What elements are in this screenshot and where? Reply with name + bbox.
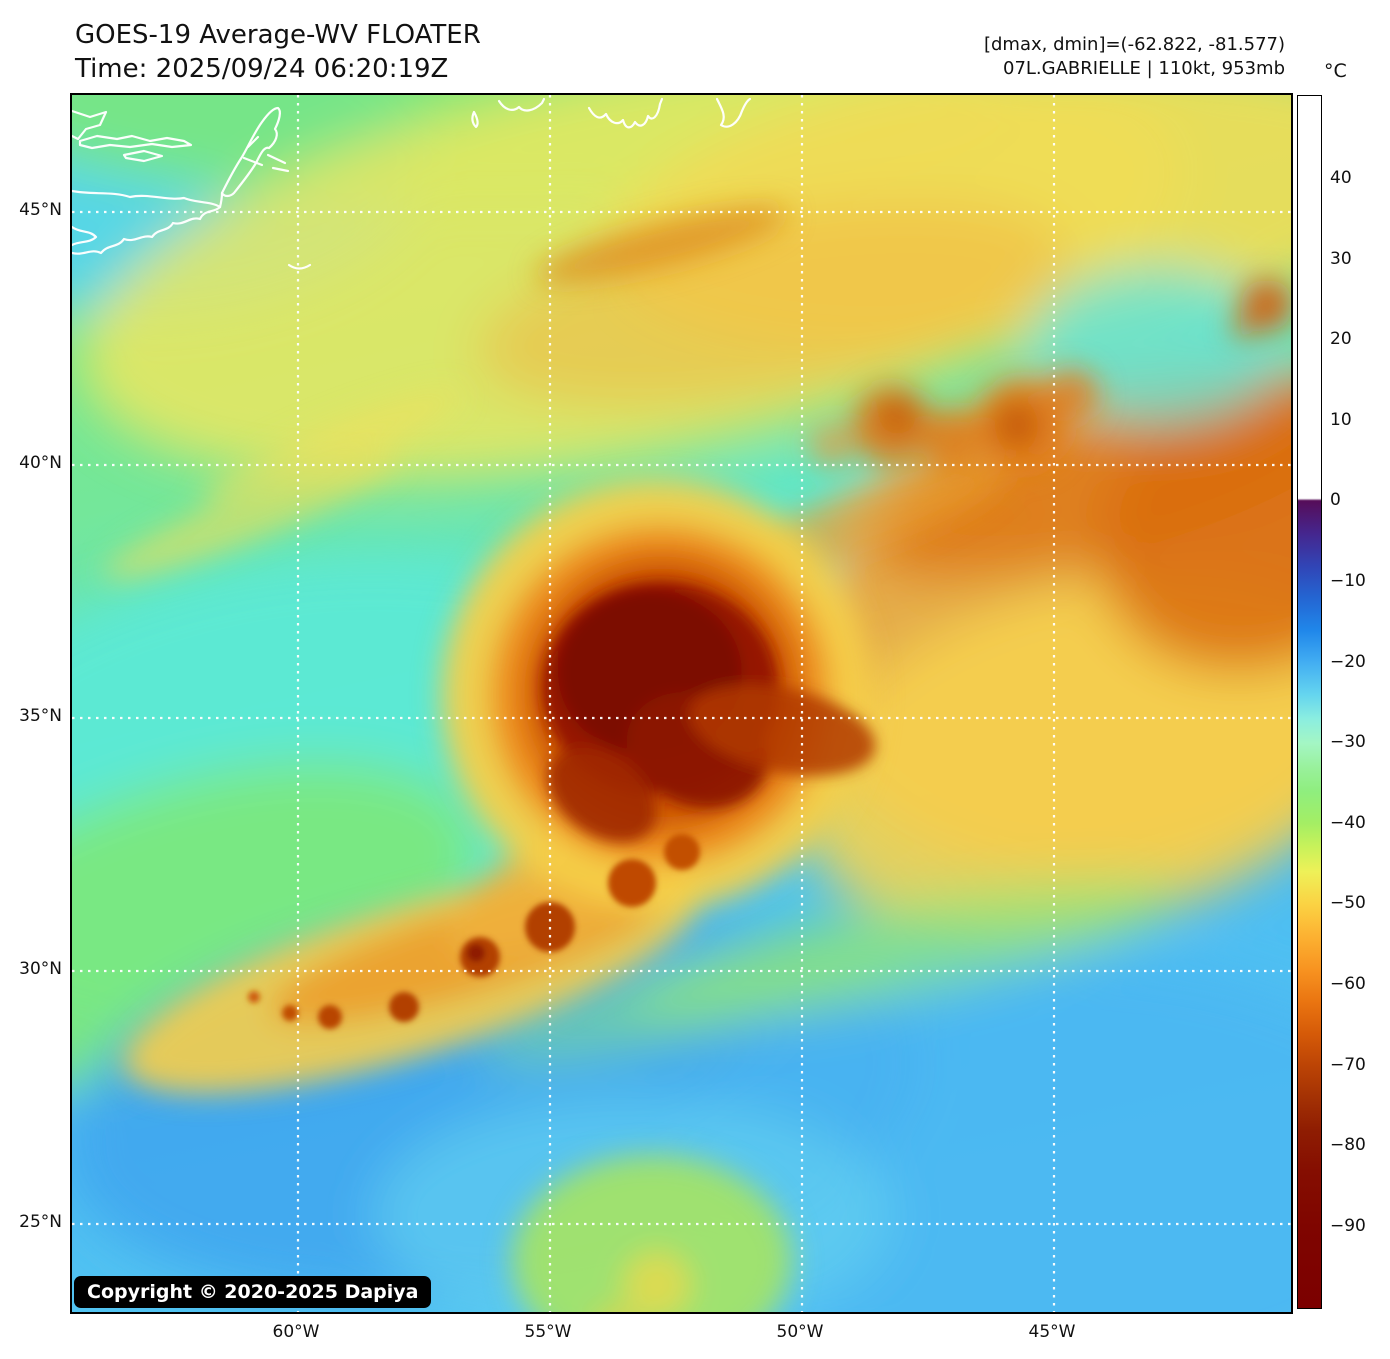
colorbar-tick-label: 10: [1330, 410, 1352, 430]
lat-tick-label: 30°N: [19, 959, 62, 979]
colorbar-tick-label: −70: [1330, 1055, 1366, 1075]
lon-tick-label: 45°W: [1028, 1322, 1076, 1342]
storm-info-annotation: 07L.GABRIELLE | 110kt, 953mb: [1003, 58, 1285, 79]
graticule: [72, 95, 1291, 1312]
colorbar-tick-label: 20: [1330, 329, 1352, 349]
title-block: GOES-19 Average-WV FLOATER Time: 2025/09…: [75, 18, 481, 86]
colorbar-tick-label: 40: [1330, 168, 1352, 188]
colorbar-tick-label: 30: [1330, 249, 1352, 269]
figure-timestamp: Time: 2025/09/24 06:20:19Z: [75, 54, 449, 84]
colorbar-tick-label: −80: [1330, 1135, 1366, 1155]
colorbar-tick-label: −30: [1330, 732, 1366, 752]
lon-tick-label: 60°W: [272, 1322, 320, 1342]
colorbar-tick-label: −40: [1330, 813, 1366, 833]
lon-tick-label: 55°W: [524, 1322, 572, 1342]
dmax-dmin-annotation: [dmax, dmin]=(-62.822, -81.577): [983, 34, 1285, 55]
colorbar-tick-label: −50: [1330, 893, 1366, 913]
lon-tick-label: 50°W: [776, 1322, 824, 1342]
colorbar-tick-label: −90: [1330, 1216, 1366, 1236]
colorbar-tick-label: −10: [1330, 571, 1366, 591]
satellite-map: [70, 93, 1293, 1314]
colorbar-unit-label: °C: [1324, 60, 1347, 82]
figure-title: GOES-19 Average-WV FLOATER: [75, 20, 481, 50]
colorbar-tick-label: −60: [1330, 974, 1366, 994]
lat-tick-label: 45°N: [19, 200, 62, 220]
colorbar-tick-label: 0: [1330, 490, 1341, 510]
info-block: [dmax, dmin]=(-62.822, -81.577) 07L.GABR…: [785, 33, 1285, 81]
water-vapor-imagery: [72, 95, 1291, 1312]
lat-tick-label: 25°N: [19, 1212, 62, 1232]
copyright-badge: Copyright © 2020-2025 Dapiya: [74, 1276, 432, 1308]
colorbar-tick-label: −20: [1330, 652, 1366, 672]
lat-tick-label: 35°N: [19, 706, 62, 726]
hurricane-core: [542, 581, 876, 843]
colorbar: [1297, 95, 1322, 1309]
coastlines: [72, 97, 752, 270]
lat-tick-label: 40°N: [19, 453, 62, 473]
